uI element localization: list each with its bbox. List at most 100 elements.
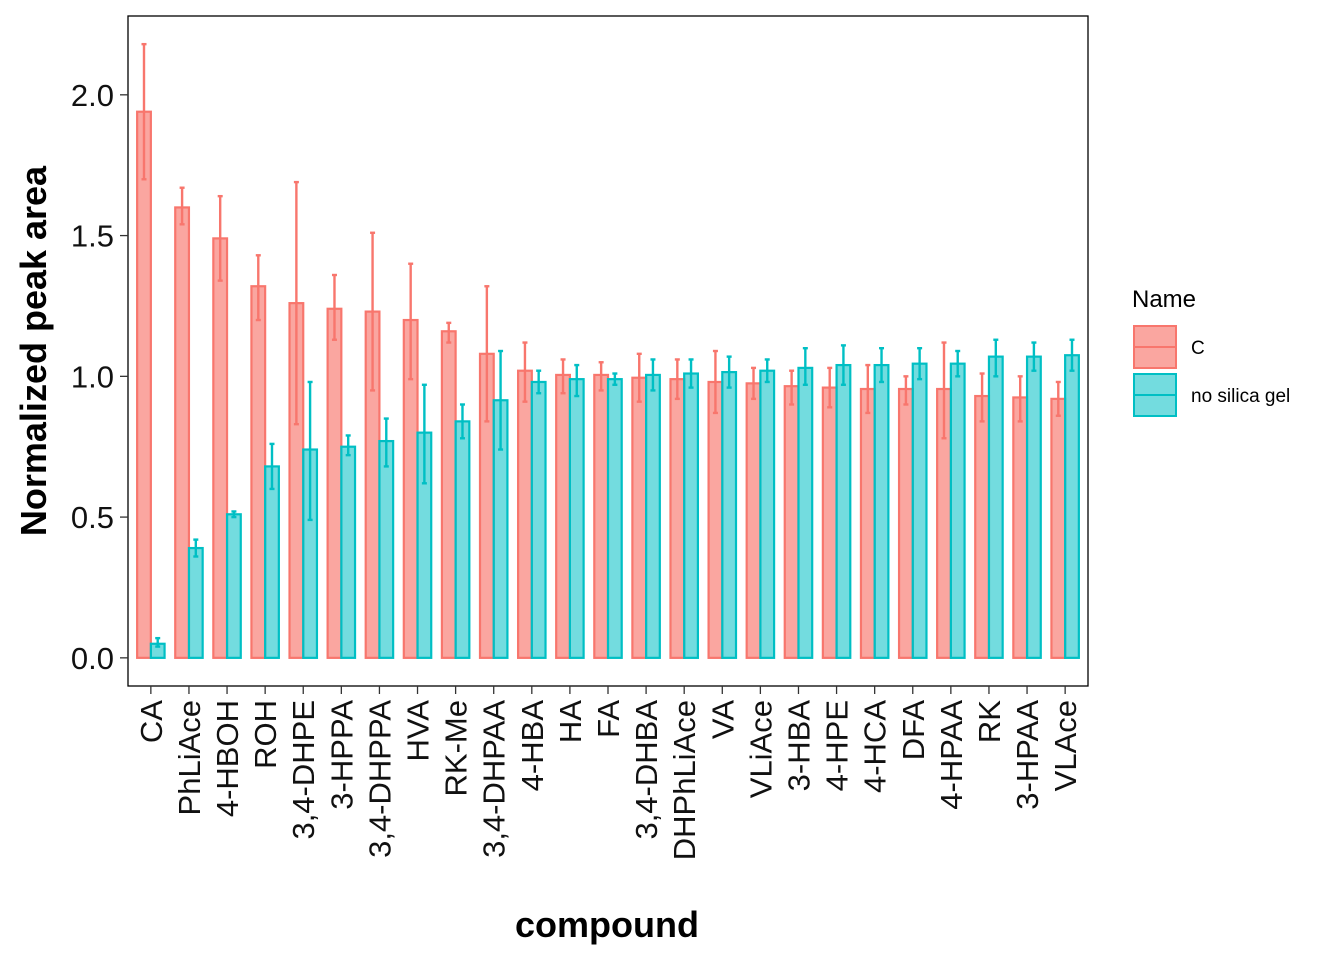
errorbar-c-3-hpaa — [1017, 375, 1023, 423]
bar-c-dfa — [897, 387, 914, 659]
bar-c-dhphliace — [669, 378, 686, 659]
x-tick-label-vliace: VLiAce — [743, 700, 778, 798]
x-tick-label-rk-me: RK-Me — [439, 700, 474, 796]
errorbar-c-dhphliace — [674, 358, 680, 401]
bar-c-rk — [974, 394, 991, 659]
errorbar-no-silica-gel-3-4-dhba — [650, 358, 656, 392]
errorbar-no-silica-gel-va — [726, 355, 732, 389]
errorbar-no-silica-gel-roh — [269, 442, 275, 491]
x-tick-label-hva: HVA — [401, 700, 436, 762]
bar-c-4-hpe — [821, 386, 838, 659]
errorbar-c-ca — [141, 42, 147, 181]
errorbar-c-fa — [598, 361, 604, 392]
errorbar-no-silica-gel-fa — [612, 372, 618, 386]
bar-no-silica-gel-vliace — [759, 369, 776, 659]
errorbar-no-silica-gel-3-4-dhpe — [307, 380, 313, 522]
errorbar-no-silica-gel-hva — [421, 383, 427, 485]
errorbar-c-rk — [979, 372, 985, 423]
y-axis-title: Normalized peak area — [13, 165, 54, 536]
errorbar-c-4-hca — [865, 363, 871, 415]
legend-label-no-silica-gel: no silica gel — [1191, 386, 1290, 407]
bar-no-silica-gel-rk — [987, 355, 1004, 659]
errorbar-c-ha — [560, 358, 566, 395]
x-tick-label-4-hpe: 4-HPE — [820, 700, 855, 791]
errorbar-c-dfa — [903, 375, 909, 406]
bars-layer — [136, 110, 1080, 659]
errorbar-c-4-hba — [522, 341, 528, 403]
x-tick-label-3-hpaa: 3-HPAA — [1010, 700, 1045, 810]
bar-no-silica-gel-rk-me — [454, 420, 471, 659]
x-tick-label-roh: ROH — [248, 700, 283, 769]
bar-c-3-4-dhba — [631, 376, 648, 659]
y-tick-label: 0.5 — [71, 500, 114, 535]
y-tick-label: 1.5 — [71, 219, 114, 254]
x-tick-label-3-hppa: 3-HPPA — [324, 700, 359, 810]
x-tick-label-3-hba: 3-HBA — [781, 700, 816, 792]
bar-c-vliace — [745, 382, 762, 659]
errorbar-no-silica-gel-rk — [993, 338, 999, 378]
errorbar-no-silica-gel-3-4-dhppa — [383, 417, 389, 468]
bar-no-silica-gel-3-4-dhba — [644, 373, 661, 659]
bar-c-va — [707, 380, 724, 659]
bar-no-silica-gel-4-hpe — [835, 363, 852, 659]
bar-no-silica-gel-roh — [264, 465, 280, 659]
bar-no-silica-gel-dhphliace — [683, 372, 700, 659]
bar-c-3-hppa — [326, 307, 343, 659]
x-tick-label-va: VA — [705, 700, 740, 739]
errorbar-c-4-hpe — [827, 366, 833, 409]
bar-no-silica-gel-va — [721, 371, 738, 659]
errorbar-no-silica-gel-ca — [155, 636, 161, 648]
bar-no-silica-gel-3-hppa — [340, 445, 357, 659]
bar-no-silica-gel-ha — [568, 378, 585, 659]
errorbar-no-silica-gel-4-hca — [879, 346, 885, 384]
errorbar-c-3-4-dhpe — [293, 180, 299, 426]
errorbar-c-vliace — [751, 366, 757, 401]
errorbar-c-3-hba — [789, 369, 795, 406]
x-tick-label-vlace: VLAce — [1048, 700, 1083, 791]
errorbar-no-silica-gel-4-hpaa — [955, 349, 961, 378]
errorbar-c-va — [712, 349, 718, 415]
errorbar-no-silica-gel-4-hboh — [231, 510, 237, 519]
bar-c-fa — [593, 373, 610, 659]
errorbar-c-3-4-dhppa — [370, 231, 376, 392]
bar-c-phliace — [174, 206, 191, 659]
bar-c-ha — [555, 373, 572, 659]
x-tick-label-3-4-dhpaa: 3,4-DHPAA — [477, 700, 512, 858]
bar-no-silica-gel-phliace — [187, 546, 204, 659]
bar-no-silica-gel-4-hboh — [225, 513, 242, 659]
x-tick-label-3-4-dhba: 3,4-DHBA — [629, 700, 664, 840]
y-tick-label: 2.0 — [71, 78, 114, 113]
errorbar-c-3-hppa — [331, 273, 337, 341]
x-tick-label-4-hca: 4-HCA — [858, 700, 893, 793]
errorbar-no-silica-gel-3-4-dhpaa — [498, 349, 504, 451]
y-tick-label: 1.0 — [71, 359, 114, 394]
y-axis: 0.0 0.5 1.0 1.5 2.0 — [71, 78, 128, 676]
legend-title: Name — [1132, 286, 1196, 313]
errorbar-c-4-hpaa — [941, 341, 947, 440]
errorbars-layer — [141, 42, 1075, 648]
bar-no-silica-gel-3-hba — [797, 366, 814, 659]
errorbar-no-silica-gel-4-hpe — [840, 344, 846, 386]
y-tick-label: 0.0 — [71, 641, 114, 676]
x-tick-label-ca: CA — [134, 700, 169, 743]
errorbar-no-silica-gel-3-hppa — [345, 434, 351, 457]
errorbar-no-silica-gel-ha — [574, 363, 580, 398]
bar-c-4-hboh — [212, 237, 229, 659]
errorbar-c-hva — [408, 262, 414, 381]
x-tick-label-phliace: PhLiAce — [172, 700, 207, 815]
x-axis-title: compound — [515, 904, 699, 945]
x-tick-label-rk: RK — [972, 700, 1007, 743]
x-tick-label-3-4-dhppa: 3,4-DHPPA — [362, 700, 397, 858]
bar-no-silica-gel-dfa — [911, 362, 928, 659]
bar-no-silica-gel-4-hpaa — [949, 362, 966, 659]
errorbar-no-silica-gel-dfa — [917, 346, 923, 381]
errorbar-c-phliace — [179, 186, 185, 226]
bar-c-rk-me — [440, 330, 457, 659]
legend-label-c: C — [1191, 338, 1205, 359]
bar-c-roh — [250, 285, 267, 659]
errorbar-c-roh — [255, 254, 261, 322]
errorbar-no-silica-gel-vlace — [1069, 338, 1075, 372]
x-tick-label-4-hboh: 4-HBOH — [210, 700, 245, 817]
x-tick-label-3-4-dhpe: 3,4-DHPE — [286, 700, 321, 840]
